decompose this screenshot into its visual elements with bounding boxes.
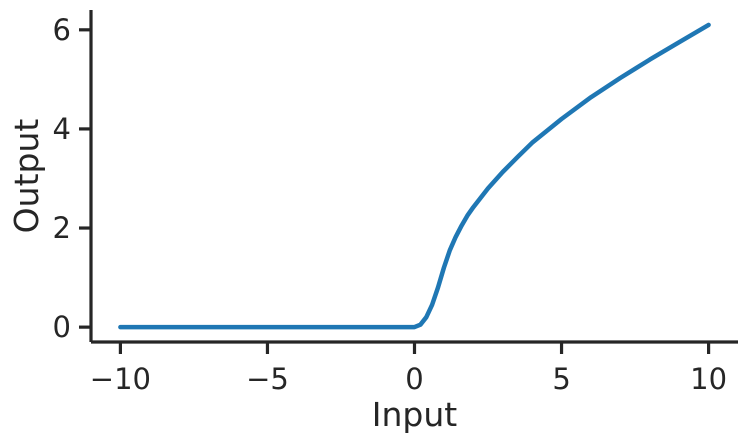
y-tick-label: 4 [53, 112, 71, 146]
y-tick-label: 2 [53, 211, 71, 245]
x-tick-label: 10 [690, 362, 727, 396]
y-axis-ticks: 0 2 4 6 [53, 13, 91, 344]
x-tick-label: 0 [405, 362, 423, 396]
series-layer [118, 22, 711, 330]
y-axis-label: Output [7, 119, 46, 234]
y-tick-label: 6 [53, 13, 71, 47]
y-tick-label: 0 [53, 310, 71, 344]
x-tick-label: 5 [552, 362, 570, 396]
x-tick-label: −10 [90, 362, 151, 396]
x-axis-ticks: −10 −5 0 5 10 [90, 342, 727, 396]
x-tick-label: −5 [246, 362, 289, 396]
series-line [118, 22, 711, 330]
x-axis-label: Input [372, 395, 458, 434]
